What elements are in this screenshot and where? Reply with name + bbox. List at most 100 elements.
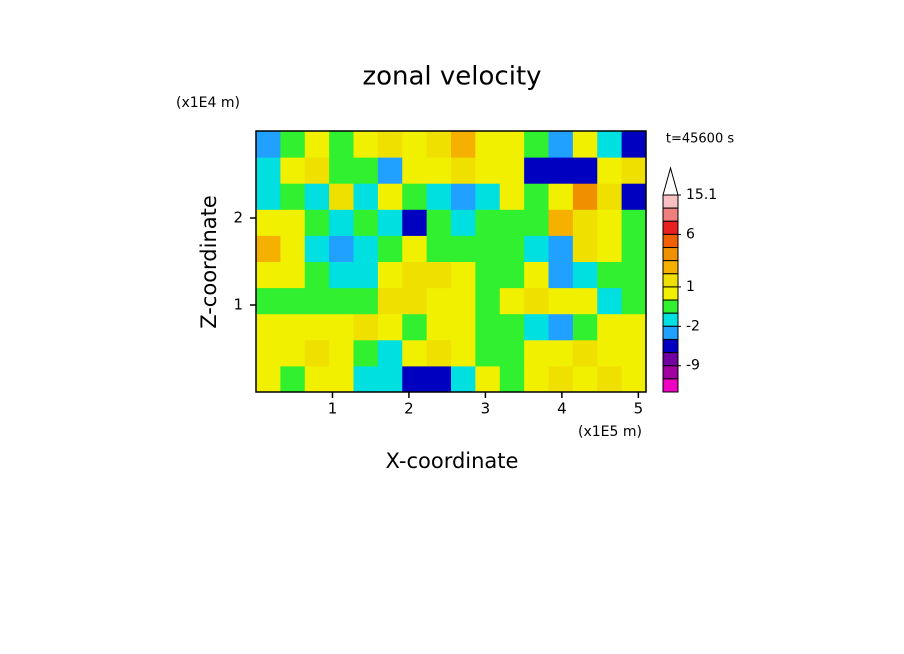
contour-cell <box>304 235 330 262</box>
colorbar-box <box>662 233 679 249</box>
contour-cell <box>377 339 403 367</box>
contour-cell <box>548 313 574 341</box>
contour-cell <box>451 183 476 210</box>
contour-cell <box>572 131 598 158</box>
contour-cell <box>426 209 452 236</box>
contour-cell <box>256 313 281 341</box>
contour-cell <box>402 209 428 236</box>
contour-cell <box>256 261 281 289</box>
colorbar-box <box>662 286 679 301</box>
contour-cell <box>353 339 379 367</box>
contour-cell <box>451 339 476 367</box>
contour-cell <box>475 183 501 210</box>
contour-cell <box>256 287 281 315</box>
contour-cell <box>353 313 379 341</box>
contour-cell <box>377 261 403 289</box>
contour-cell <box>597 235 623 262</box>
contour-cell <box>548 261 574 289</box>
colorbar-box <box>662 378 679 393</box>
contour-cell <box>304 339 330 367</box>
contour-cell <box>329 287 354 315</box>
x-tick-label: 1 <box>328 400 338 418</box>
contour-cell <box>329 339 354 367</box>
contour-cell <box>621 313 647 341</box>
contour-cell <box>280 209 306 236</box>
y-tick-label: 1 <box>233 296 243 314</box>
contour-cell <box>524 287 549 315</box>
contour-cell <box>280 365 306 393</box>
contour-cell <box>524 209 549 236</box>
contour-cell <box>572 261 598 289</box>
contour-cell <box>256 131 281 158</box>
contour-cell <box>597 287 623 315</box>
x-tick-label: 5 <box>634 400 644 418</box>
colorbar-box <box>662 260 679 275</box>
y-unit: (x1E4 m) <box>176 95 240 111</box>
colorbar-box <box>662 194 679 209</box>
contour-cell <box>524 235 549 262</box>
contour-cell <box>353 209 379 236</box>
contour-cell <box>426 365 452 393</box>
contour-cell <box>280 235 306 262</box>
contour-cell <box>426 287 452 315</box>
colorbar-arrow <box>662 166 679 196</box>
contour-cell <box>451 313 476 341</box>
colorbar-box <box>662 312 679 327</box>
contour-cell <box>499 365 525 393</box>
contour-cell <box>377 157 403 184</box>
contour-cell <box>475 131 501 158</box>
contour-cell <box>621 287 647 315</box>
colorbar-box <box>662 207 679 222</box>
contour-cell <box>451 287 476 315</box>
contour-cell <box>402 365 428 393</box>
contour-cell <box>597 339 623 367</box>
contour-cell <box>329 157 354 184</box>
contour-cell <box>329 261 354 289</box>
contour-cell <box>353 235 379 262</box>
x-axis-title: X-coordinate <box>386 449 519 473</box>
contour-cell <box>353 261 379 289</box>
contour-cell <box>304 183 330 210</box>
contour-cell <box>572 339 598 367</box>
contour-cell <box>280 287 306 315</box>
colorbar-label: 15.1 <box>686 187 717 203</box>
contour-cell <box>475 157 501 184</box>
colorbar-label: -9 <box>686 358 700 374</box>
contour-cell <box>256 365 281 393</box>
contour-cell <box>499 157 525 184</box>
contour-cell <box>524 131 549 158</box>
contour-cell <box>499 313 525 341</box>
colorbar-box <box>662 352 679 367</box>
contour-cell <box>280 261 306 289</box>
contour-cell <box>597 261 623 289</box>
contour-cell <box>377 365 403 393</box>
colorbar-box <box>662 338 679 354</box>
x-unit: (x1E5 m) <box>578 424 642 440</box>
contour-cell <box>475 313 501 341</box>
contour-cell <box>304 365 330 393</box>
contour-cell <box>426 131 452 158</box>
contour-cell <box>426 183 452 210</box>
contour-cell <box>597 313 623 341</box>
contour-cell <box>499 209 525 236</box>
contour-cell <box>402 287 428 315</box>
contour-cell <box>402 313 428 341</box>
contour-cell <box>451 209 476 236</box>
contour-cell <box>621 209 647 236</box>
contour-cell <box>499 261 525 289</box>
contour-cell <box>377 235 403 262</box>
colorbar-box <box>662 220 679 235</box>
contour-cell <box>353 183 379 210</box>
contour-cell <box>280 339 306 367</box>
contour-cell <box>548 209 574 236</box>
contour-cell <box>426 261 452 289</box>
contour-cell <box>402 131 428 158</box>
x-tick-label: 2 <box>404 400 414 418</box>
colorbar-label: 6 <box>686 226 695 242</box>
contour-cell <box>451 131 476 158</box>
contour-cell <box>377 313 403 341</box>
contour-cell <box>329 365 354 393</box>
contour-cell <box>304 261 330 289</box>
contour-cell <box>621 339 647 367</box>
